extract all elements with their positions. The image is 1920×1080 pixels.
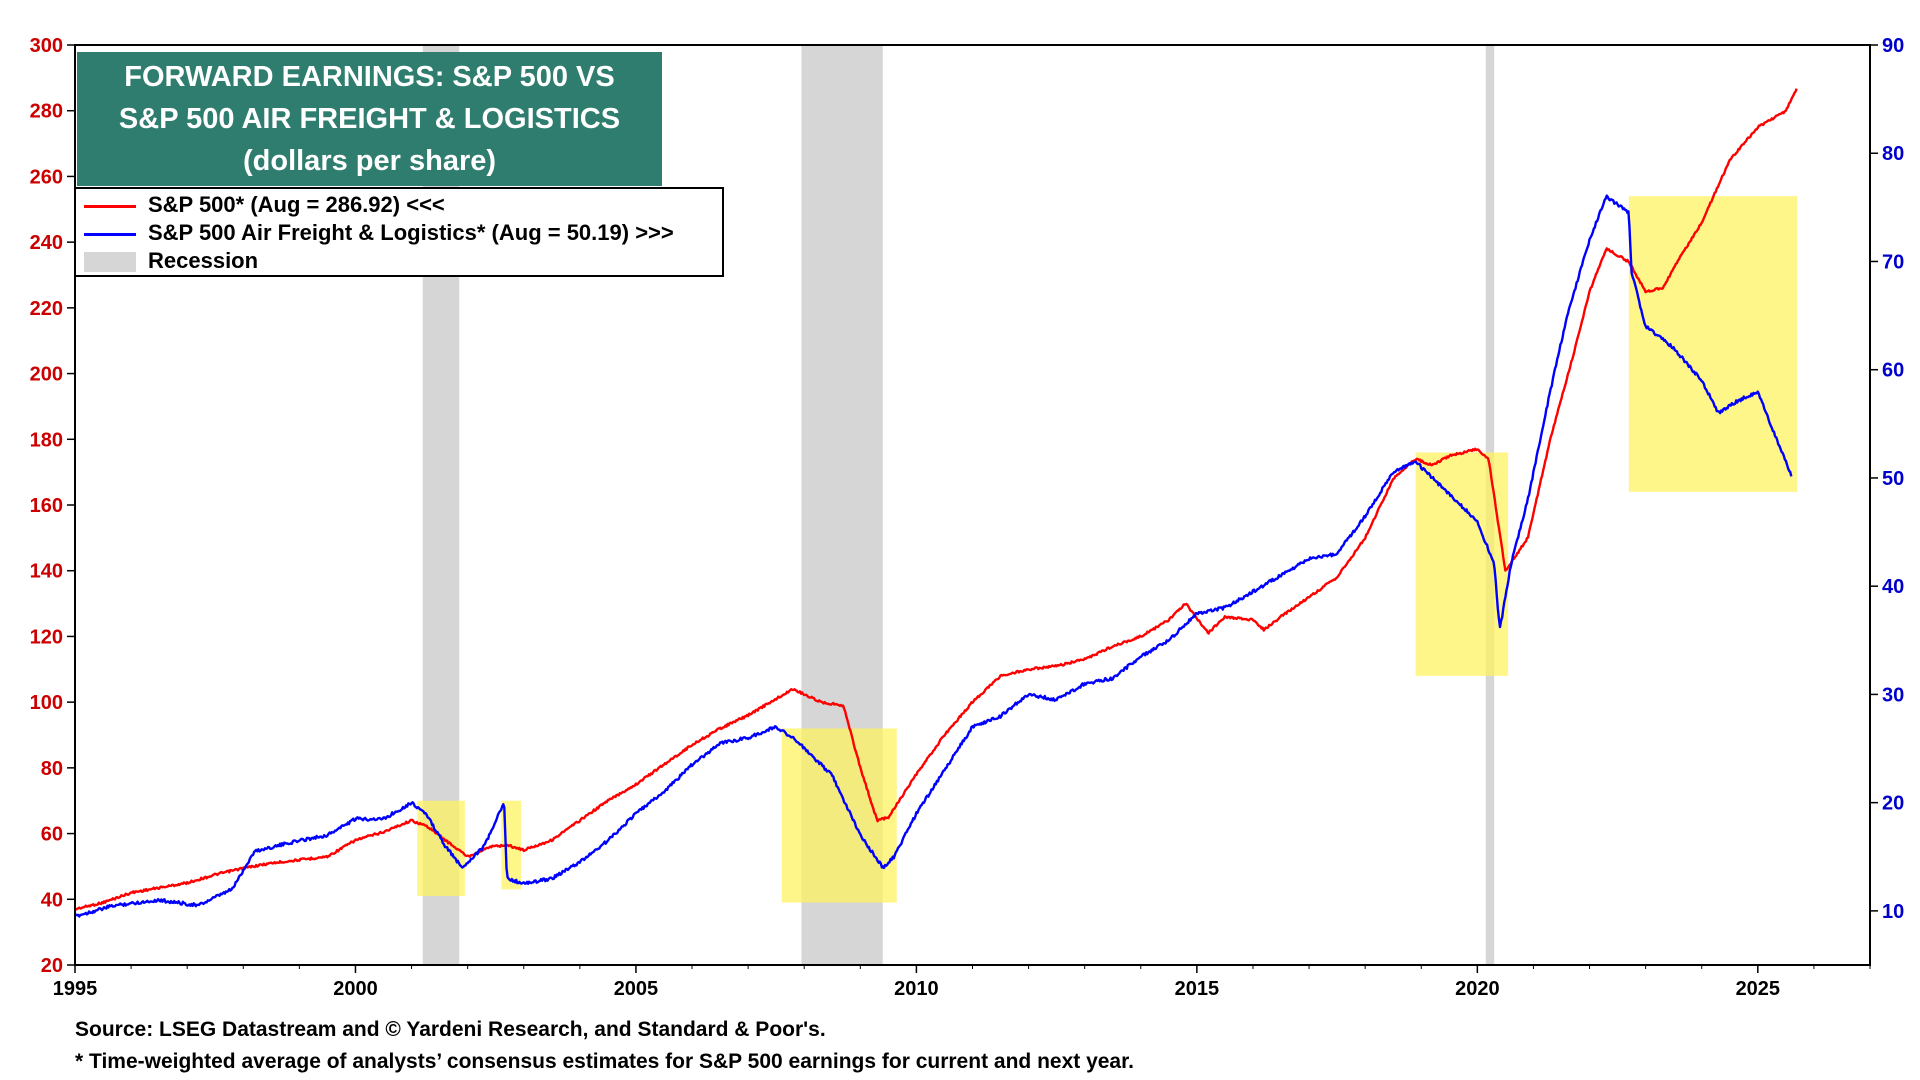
- footnote: * Time-weighted average of analysts’ con…: [75, 1050, 1134, 1073]
- title-line-2: S&P 500 AIR FREIGHT & LOGISTICS: [118, 103, 621, 135]
- left-tick-label-120: 120: [30, 626, 63, 648]
- left-tick-label-80: 80: [41, 758, 63, 780]
- legend-item-sp500: S&P 500* (Aug = 286.92) <<<: [84, 191, 445, 219]
- legend-swatch-sp500: [84, 204, 136, 208]
- x-tick-label-2020: 2020: [1455, 978, 1500, 1000]
- series-lines: [74, 88, 1798, 918]
- x-tick-label-1995: 1995: [53, 978, 98, 1000]
- legend-item-recession: Recession: [84, 247, 258, 275]
- title-line-1: FORWARD EARNINGS: S&P 500 VS: [124, 61, 615, 93]
- right-tick-label-80: 80: [1882, 143, 1904, 165]
- right-tick-label-70: 70: [1882, 251, 1904, 273]
- series-line-sp500: [74, 88, 1798, 911]
- series-line-air-freight: [74, 194, 1793, 918]
- left-tick-label-180: 180: [30, 429, 63, 451]
- source-note: Source: LSEG Datastream and © Yardeni Re…: [75, 1018, 826, 1041]
- title-line-3: (dollars per share): [242, 145, 497, 177]
- highlight-boxes: [417, 196, 1798, 903]
- left-tick-label-280: 280: [30, 101, 63, 123]
- legend-label-recession: Recession: [148, 248, 259, 273]
- right-tick-label-90: 90: [1882, 35, 1904, 57]
- highlight-box-4: [1628, 196, 1798, 492]
- x-tick-label-2010: 2010: [894, 978, 939, 1000]
- right-tick-label-40: 40: [1882, 576, 1904, 598]
- right-tick-label-20: 20: [1882, 793, 1904, 815]
- x-tick-label-2025: 2025: [1736, 978, 1781, 1000]
- legend-swatch-air-freight: [84, 232, 136, 236]
- x-tick-label-2005: 2005: [614, 978, 659, 1000]
- legend-swatch-recession: [84, 252, 136, 273]
- x-tick-label-2000: 2000: [333, 978, 378, 1000]
- x-tick-label-2015: 2015: [1175, 978, 1220, 1000]
- left-tick-label-240: 240: [30, 232, 63, 254]
- axes: 20 40 60 80 100 120 140 160 180 200 220 240 260 280 30…: [30, 35, 1905, 1000]
- chart-title: FORWARD EARNINGS: S&P 500 VS S&P 500 AIR…: [77, 52, 662, 186]
- left-tick-label-160: 160: [30, 495, 63, 517]
- left-tick-label-40: 40: [41, 889, 63, 911]
- right-tick-label-30: 30: [1882, 684, 1904, 706]
- legend-label-air-freight: S&P 500 Air Freight & Logistics* (Aug = …: [148, 220, 674, 245]
- left-tick-label-200: 200: [30, 364, 63, 386]
- legend: S&P 500* (Aug = 286.92) <<< S&P 500 Air …: [74, 187, 724, 277]
- left-tick-label-140: 140: [30, 561, 63, 583]
- left-tick-label-300: 300: [30, 35, 63, 57]
- left-tick-label-100: 100: [30, 692, 63, 714]
- highlight-box-2: [781, 728, 897, 903]
- left-tick-label-260: 260: [30, 166, 63, 188]
- right-tick-label-60: 60: [1882, 360, 1904, 382]
- left-tick-label-220: 220: [30, 298, 63, 320]
- left-tick-label-60: 60: [41, 824, 63, 846]
- legend-item-air-freight: S&P 500 Air Freight & Logistics* (Aug = …: [84, 219, 674, 247]
- right-tick-label-10: 10: [1882, 901, 1904, 923]
- legend-label-sp500: S&P 500* (Aug = 286.92) <<<: [148, 192, 445, 217]
- right-tick-label-50: 50: [1882, 468, 1904, 490]
- left-tick-label-20: 20: [41, 955, 63, 977]
